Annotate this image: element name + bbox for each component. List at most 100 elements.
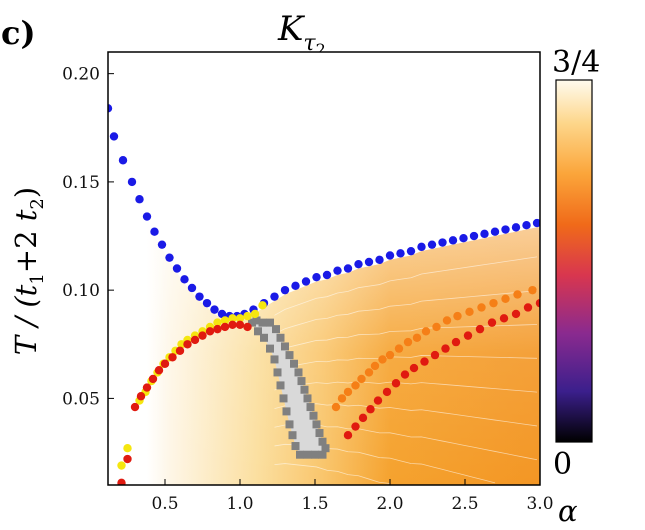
data-point-orange bbox=[453, 311, 462, 321]
shaded-region-marker bbox=[285, 420, 294, 429]
shaded-region-marker bbox=[309, 411, 318, 420]
x-tick-label: 2.5 bbox=[451, 494, 478, 514]
data-point-blue bbox=[438, 238, 447, 247]
shaded-region-marker bbox=[303, 394, 312, 403]
data-point-blue bbox=[150, 227, 159, 236]
data-point-blue bbox=[448, 236, 458, 245]
data-point-blue bbox=[301, 277, 311, 286]
data-point-red bbox=[400, 370, 410, 379]
data-point-blue bbox=[406, 246, 416, 256]
shaded-region-marker bbox=[296, 450, 304, 459]
data-point-red bbox=[463, 331, 473, 340]
shaded-region-marker bbox=[311, 450, 319, 459]
data-point-red bbox=[130, 402, 140, 412]
data-point-orange bbox=[528, 285, 537, 295]
shaded-region-marker bbox=[281, 342, 289, 351]
data-point-orange bbox=[370, 361, 380, 371]
data-point-red bbox=[205, 327, 215, 336]
data-point-orange bbox=[412, 333, 422, 342]
shaded-region-marker bbox=[282, 407, 291, 416]
data-point-red bbox=[366, 405, 375, 414]
shaded-region-marker bbox=[285, 351, 294, 360]
data-point-orange bbox=[403, 337, 413, 347]
y-axis-label: T / (t1+2 t2) bbox=[9, 187, 48, 355]
data-point-red bbox=[117, 478, 126, 485]
data-point-yellow bbox=[258, 301, 267, 310]
data-point-orange bbox=[442, 316, 452, 325]
data-point-blue bbox=[217, 309, 227, 319]
y-tick-label: 0.10 bbox=[62, 281, 100, 301]
data-point-orange bbox=[477, 303, 486, 312]
data-point-orange bbox=[394, 344, 404, 353]
data-point-red bbox=[154, 366, 164, 375]
shaded-region-marker bbox=[258, 318, 267, 327]
x-tick-label: 3.0 bbox=[526, 494, 553, 514]
plot-frame bbox=[107, 51, 541, 486]
data-point-yellow bbox=[243, 311, 252, 321]
data-point-red bbox=[351, 422, 360, 431]
data-point-red bbox=[243, 322, 252, 332]
data-point-red bbox=[123, 454, 132, 464]
shaded-region-marker bbox=[266, 344, 274, 353]
data-point-red bbox=[451, 337, 461, 347]
data-point-yellow bbox=[213, 318, 222, 327]
data-point-yellow bbox=[228, 314, 237, 323]
data-point-red bbox=[499, 314, 509, 323]
data-point-red bbox=[475, 324, 485, 334]
series-layer bbox=[108, 104, 540, 485]
data-point-blue bbox=[480, 229, 489, 239]
x-tick-label: 1.0 bbox=[226, 494, 253, 514]
data-point-blue bbox=[187, 283, 197, 293]
shaded-region-marker bbox=[254, 327, 262, 336]
data-point-blue bbox=[270, 292, 279, 301]
colorbar bbox=[555, 79, 593, 443]
shaded-region-marker bbox=[303, 450, 312, 459]
data-point-red bbox=[487, 318, 497, 327]
data-point-red bbox=[220, 322, 230, 332]
data-point-blue bbox=[127, 177, 137, 187]
data-point-orange bbox=[343, 387, 353, 397]
shaded-region-marker bbox=[312, 420, 321, 429]
shaded-region-marker bbox=[318, 437, 327, 446]
data-point-red bbox=[175, 346, 185, 355]
data-point-blue bbox=[469, 231, 479, 241]
data-point-blue bbox=[312, 272, 321, 282]
data-point-blue bbox=[522, 221, 531, 230]
data-point-red bbox=[511, 309, 521, 319]
contour-line bbox=[274, 355, 538, 372]
contour-line bbox=[274, 381, 538, 393]
data-point-blue bbox=[417, 242, 426, 252]
data-point-blue bbox=[343, 264, 353, 273]
data-point-orange bbox=[465, 307, 474, 316]
data-point-blue bbox=[135, 195, 144, 204]
shaded-region-marker bbox=[297, 377, 306, 386]
contour-line bbox=[274, 403, 538, 427]
data-point-blue bbox=[354, 259, 363, 269]
data-point-red bbox=[183, 340, 192, 349]
data-point-yellow bbox=[250, 309, 260, 319]
data-point-orange bbox=[364, 368, 374, 377]
shaded-region-marker bbox=[315, 429, 324, 438]
data-point-blue bbox=[375, 255, 384, 265]
data-point-red bbox=[343, 431, 353, 440]
data-point-blue bbox=[427, 240, 437, 249]
data-point-red bbox=[213, 324, 222, 334]
plot-area bbox=[108, 52, 540, 485]
shaded-region-marker bbox=[290, 359, 298, 368]
shaded-region-marker bbox=[266, 318, 274, 327]
data-point-blue bbox=[364, 257, 374, 267]
shaded-region-marker bbox=[252, 316, 261, 325]
shaded-region-marker bbox=[306, 403, 315, 412]
data-point-red bbox=[358, 413, 368, 423]
data-point-yellow bbox=[220, 316, 230, 325]
data-point-orange bbox=[513, 290, 522, 299]
data-point-blue bbox=[280, 285, 290, 295]
data-point-orange bbox=[432, 322, 441, 332]
contour-line bbox=[274, 463, 391, 484]
shaded-region-marker bbox=[321, 444, 330, 453]
data-point-orange bbox=[351, 381, 360, 390]
data-point-blue bbox=[109, 132, 119, 141]
shaded-region-marker bbox=[300, 385, 309, 394]
x-tick-label: 0.5 bbox=[151, 494, 178, 514]
